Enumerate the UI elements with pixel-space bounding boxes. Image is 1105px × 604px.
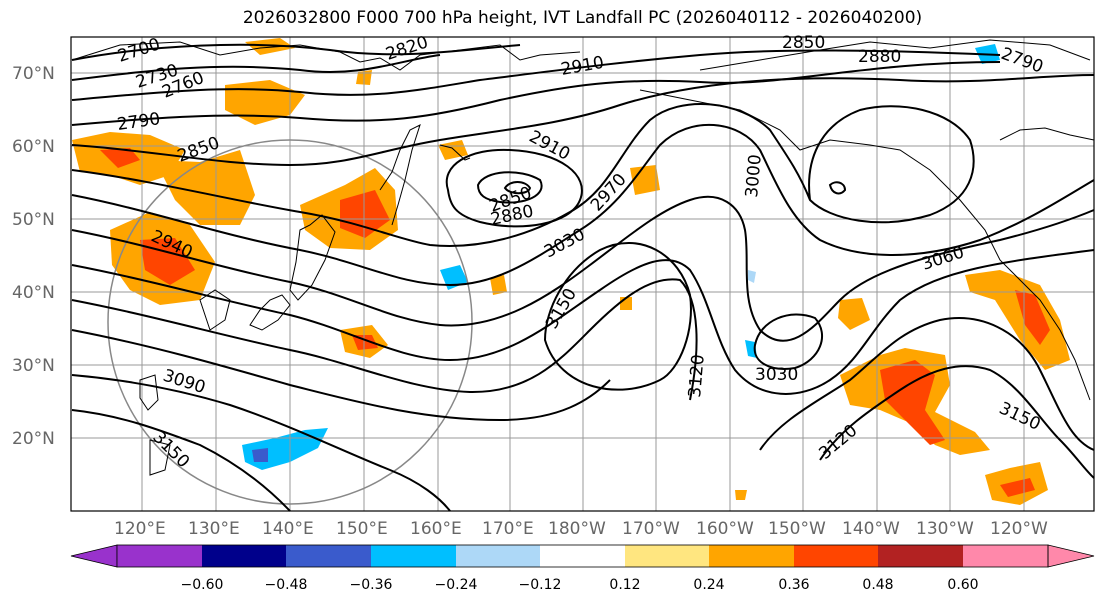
colorbar-tick-label: 0.36 <box>778 577 809 593</box>
height-contours <box>71 43 1095 512</box>
map-frame <box>70 36 1095 512</box>
lat-label: 30°N <box>12 356 55 376</box>
lat-label: 20°N <box>12 429 55 449</box>
lon-label: 150°W <box>768 519 826 539</box>
colorbar-segment <box>202 545 286 567</box>
lon-label: 140°E <box>262 519 314 539</box>
colorbar-segment <box>709 545 794 567</box>
lon-label: 150°E <box>336 519 388 539</box>
lat-label: 40°N <box>12 283 55 303</box>
lon-label: 130°W <box>916 519 974 539</box>
map-title: 2026032800 F000 700 hPa height, IVT Land… <box>242 8 923 28</box>
colorbar-segment <box>878 545 963 567</box>
colorbar-segment <box>963 545 1048 567</box>
colorbar-low-extend <box>70 544 118 568</box>
colorbar-high-extend <box>1047 544 1095 568</box>
lon-label: 160°W <box>696 519 754 539</box>
colorbar-tick-label: −0.60 <box>181 577 224 593</box>
lon-label: 160°E <box>410 519 462 539</box>
colorbar-segment <box>794 545 878 567</box>
lon-label: 120°W <box>990 519 1048 539</box>
lat-label: 70°N <box>12 64 55 84</box>
latitude-labels: 70°N 60°N 50°N 40°N 30°N 20°N <box>12 64 55 449</box>
contour-label: 2880 <box>858 47 901 67</box>
lon-label: 120°E <box>114 519 166 539</box>
colorbar-segment <box>371 545 456 567</box>
colorbar-tick-label: 0.48 <box>862 577 893 593</box>
lon-label: 170°W <box>622 519 680 539</box>
colorbar-tick-label: −0.24 <box>435 577 478 593</box>
colorbar-segment <box>625 545 709 567</box>
colorbar-tick-label: −0.12 <box>519 577 562 593</box>
longitude-labels: 120°E 130°E 140°E 150°E 160°E 170°E 180°… <box>114 519 1048 539</box>
lat-label: 50°N <box>12 210 55 230</box>
colorbar-segment <box>117 545 202 567</box>
lon-label: 170°E <box>482 519 534 539</box>
contour-label: 3120 <box>685 354 709 399</box>
colorbar-segment <box>286 545 371 567</box>
landfall-region-circle <box>107 139 473 505</box>
contour-label: 2850 <box>782 33 825 53</box>
colorbar-tick-label: 0.60 <box>947 577 978 593</box>
contour-label: 3030 <box>755 365 798 385</box>
colorbar: −0.60 −0.48 −0.36 −0.24 −0.12 0.12 0.24 0.36 0.4… <box>70 544 1095 593</box>
colorbar-tick-label: −0.36 <box>350 577 393 593</box>
colorbar-tick-label: 0.24 <box>693 577 724 593</box>
colorbar-segment <box>456 545 540 567</box>
lon-label: 130°E <box>188 519 240 539</box>
colorbar-segment <box>540 545 625 567</box>
colorbar-tick-label: −0.48 <box>265 577 308 593</box>
coastlines <box>71 39 1095 476</box>
lon-label: 180°W <box>548 519 606 539</box>
colorbar-tick-label: 0.12 <box>609 577 640 593</box>
lat-label: 60°N <box>12 137 55 157</box>
lon-label: 140°W <box>842 519 900 539</box>
contour-label: 3000 <box>742 154 766 199</box>
graticule <box>71 37 1094 511</box>
